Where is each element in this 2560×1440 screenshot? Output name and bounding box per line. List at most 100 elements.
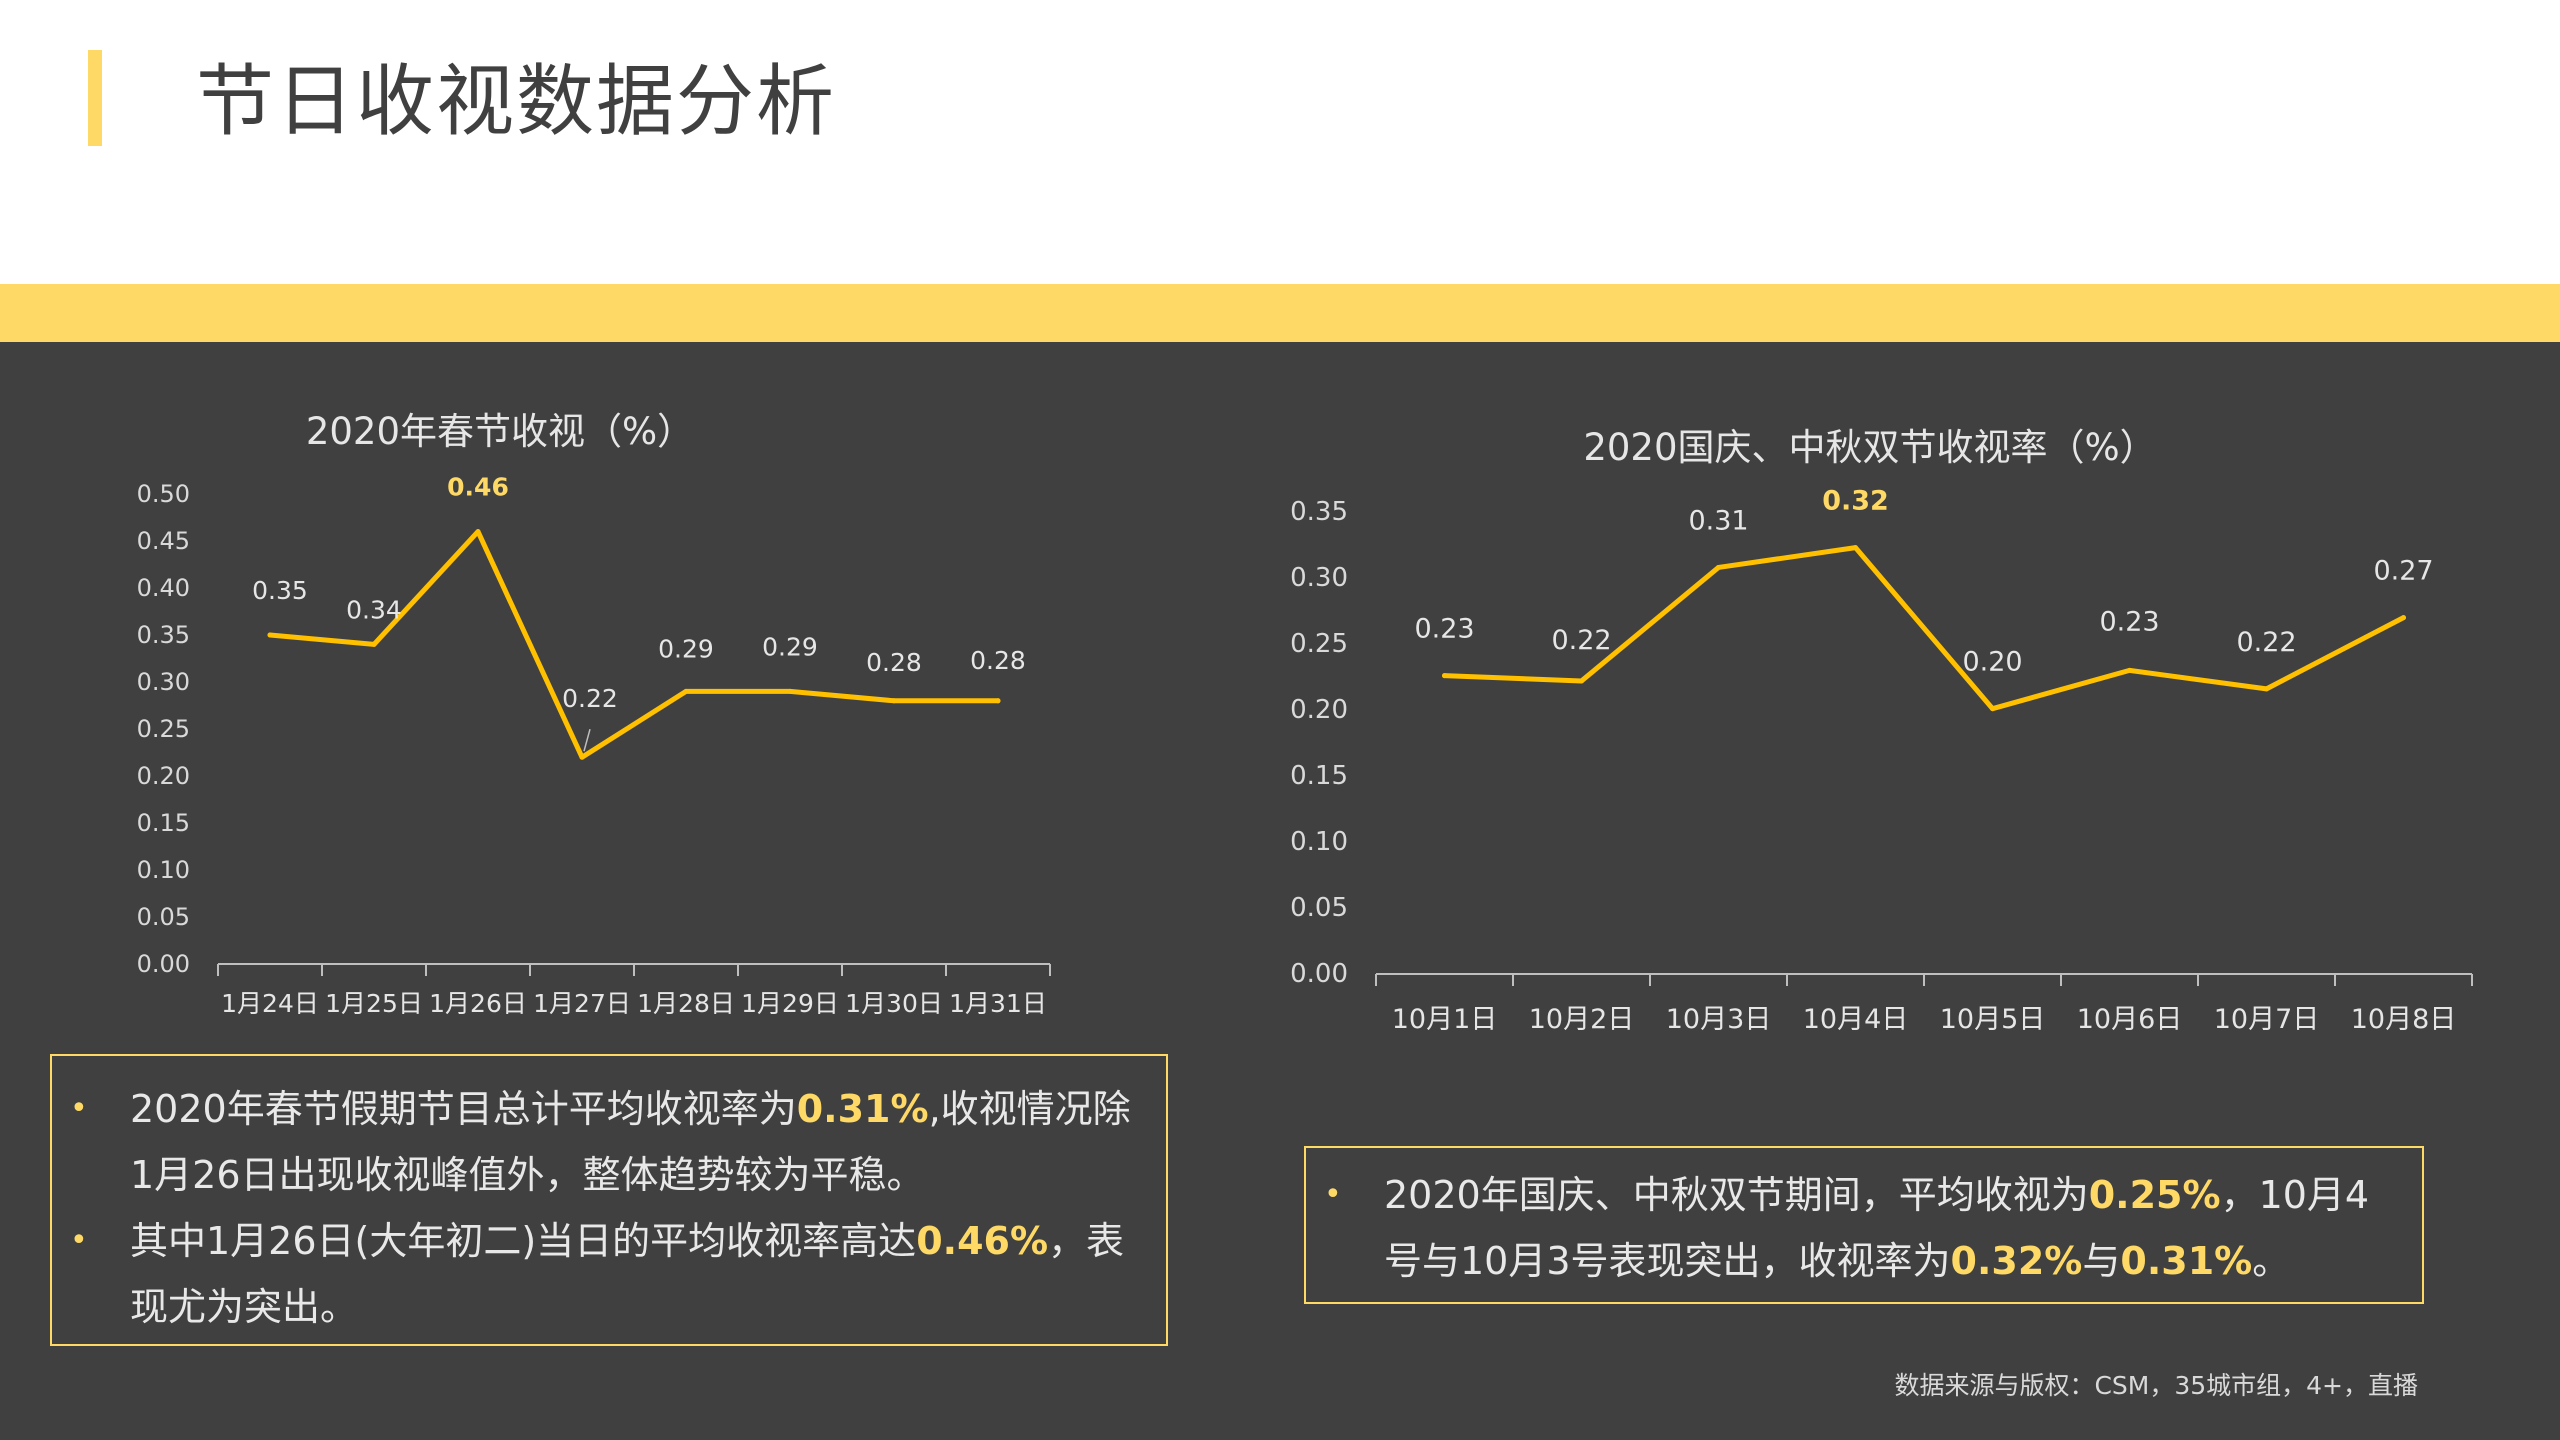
- note-text: ，10月4号与10月3号表现突出，收视率为: [1384, 1173, 2370, 1283]
- chart-title-spring: 2020年春节收视（%）: [305, 410, 695, 453]
- y-tick-label: 0.25: [137, 715, 190, 743]
- highlight-value: 0.46%: [916, 1219, 1049, 1263]
- x-tick-label: 1月31日: [949, 989, 1047, 1018]
- data-label: 0.22: [562, 684, 618, 713]
- note-text: ，表现尤为突出。: [130, 1219, 1125, 1329]
- data-label: 0.22: [1551, 625, 1611, 656]
- data-label: 0.31: [1688, 505, 1748, 536]
- highlight-value: 0.32%: [1950, 1239, 2083, 1283]
- page-title: 节日收视数据分析: [196, 57, 837, 147]
- bullet-icon: •: [70, 1091, 88, 1126]
- data-point: [579, 754, 585, 760]
- x-tick-label: 1月28日: [637, 989, 735, 1018]
- data-point: [2401, 615, 2406, 621]
- data-label: 0.28: [970, 646, 1026, 675]
- x-tick-label: 1月27日: [533, 989, 631, 1018]
- content-panel: [0, 342, 2560, 1440]
- note-item: • 2020年春节假期节目总计平均收视率为0.31%,收视情况除1月26日出现收视…: [52, 1076, 1148, 1208]
- note-item: • 2020年国庆、中秋双节期间，平均收视为0.25%，10月4号与10月3号表现…: [1306, 1162, 2392, 1294]
- data-label: 0.29: [658, 634, 714, 663]
- data-point: [1716, 564, 1721, 570]
- data-point: [1442, 673, 1447, 679]
- x-tick-label: 1月26日: [429, 989, 527, 1018]
- y-tick-label: 0.15: [137, 809, 190, 837]
- data-label: 0.27: [2373, 556, 2433, 587]
- data-label: 0.23: [2099, 606, 2159, 637]
- note-text: 2020年国庆、中秋双节期间，平均收视为: [1384, 1173, 2089, 1217]
- data-point: [371, 641, 377, 647]
- bullet-icon: •: [70, 1223, 88, 1258]
- y-tick-label: 0.20: [1290, 695, 1348, 725]
- x-tick-label: 10月3日: [1666, 1004, 1772, 1035]
- note-text: ,收视情况除1月26日出现收视峰值外，整体趋势较为平稳。: [130, 1087, 1131, 1197]
- data-point: [2264, 686, 2269, 692]
- y-tick-label: 0.00: [137, 950, 190, 978]
- data-label-peak: 0.46: [447, 473, 509, 502]
- x-tick-label: 10月4日: [1803, 1004, 1909, 1035]
- note-item: • 其中1月26日(大年初二)当日的平均收视率高达0.46%，表现尤为突出。: [52, 1208, 1148, 1340]
- data-label: 0.22: [2236, 627, 2296, 658]
- data-point: [1990, 706, 1995, 712]
- data-point: [787, 688, 793, 694]
- y-tick-label: 0.10: [137, 856, 190, 884]
- data-point: [995, 698, 1001, 704]
- x-tick-label: 10月6日: [2077, 1004, 2183, 1035]
- data-label: 0.34: [346, 595, 402, 624]
- y-tick-label: 0.15: [1290, 761, 1348, 791]
- note-text: 其中1月26日(大年初二)当日的平均收视率高达: [130, 1219, 917, 1263]
- data-point: [475, 529, 481, 535]
- y-tick-label: 0.20: [137, 762, 190, 790]
- x-tick-label: 1月29日: [741, 989, 839, 1018]
- data-point: [683, 688, 689, 694]
- y-tick-label: 0.05: [1290, 893, 1348, 923]
- highlight-value: 0.31%: [796, 1087, 929, 1131]
- data-point: [1579, 678, 1584, 684]
- series-line: [1442, 545, 2406, 712]
- y-tick-label: 0.45: [137, 527, 190, 555]
- series-line: [267, 529, 1001, 760]
- x-tick-label: 1月24日: [221, 989, 319, 1018]
- data-source-note: 数据来源与版权：CSM，35城市组，4+，直播: [1894, 1371, 2418, 1400]
- chart-title-national-day: 2020国庆、中秋双节收视率（%）: [1583, 426, 2157, 469]
- highlight-value: 0.31%: [2120, 1239, 2253, 1283]
- y-tick-label: 0.25: [1290, 629, 1348, 659]
- highlight-value: 0.25%: [2088, 1173, 2221, 1217]
- note-text: 与: [2082, 1239, 2121, 1283]
- x-tick-label: 10月5日: [1940, 1004, 2046, 1035]
- y-tick-label: 0.40: [137, 574, 190, 602]
- y-tick-label: 0.50: [137, 480, 190, 508]
- data-label: 0.28: [866, 648, 922, 677]
- x-tick-label: 10月7日: [2214, 1004, 2320, 1035]
- title-accent-bar: [88, 50, 102, 146]
- data-point: [891, 698, 897, 704]
- y-tick-label: 0.05: [137, 903, 190, 931]
- x-tick-label: 10月8日: [2351, 1004, 2457, 1035]
- label-leader-line: [583, 729, 591, 752]
- note-box-spring: • 2020年春节假期节目总计平均收视率为0.31%,收视情况除1月26日出现收视…: [50, 1054, 1168, 1346]
- data-label-peak: 0.32: [1822, 486, 1889, 517]
- y-tick-label: 0.10: [1290, 827, 1348, 857]
- y-tick-label: 0.00: [1290, 959, 1348, 989]
- x-tick-label: 1月25日: [325, 989, 423, 1018]
- data-point: [1853, 545, 1858, 551]
- y-tick-label: 0.30: [1290, 563, 1348, 593]
- header-band: [0, 284, 2560, 342]
- bullet-icon: •: [1324, 1177, 1342, 1212]
- y-tick-label: 0.35: [1290, 497, 1348, 527]
- note-box-national-day: • 2020年国庆、中秋双节期间，平均收视为0.25%，10月4号与10月3号表现…: [1304, 1146, 2424, 1304]
- data-point: [267, 632, 273, 638]
- x-tick-label: 10月1日: [1392, 1004, 1498, 1035]
- data-label: 0.29: [762, 632, 818, 661]
- x-tick-label: 10月2日: [1529, 1004, 1635, 1035]
- x-tick-label: 1月30日: [845, 989, 943, 1018]
- data-point: [2127, 667, 2132, 673]
- y-tick-label: 0.30: [137, 668, 190, 696]
- data-label: 0.23: [1414, 614, 1474, 645]
- y-tick-label: 0.35: [137, 621, 190, 649]
- note-text: 。: [2252, 1239, 2291, 1283]
- note-text: 2020年春节假期节目总计平均收视率为: [130, 1087, 797, 1131]
- data-label: 0.20: [1962, 647, 2022, 678]
- data-label: 0.35: [252, 576, 308, 605]
